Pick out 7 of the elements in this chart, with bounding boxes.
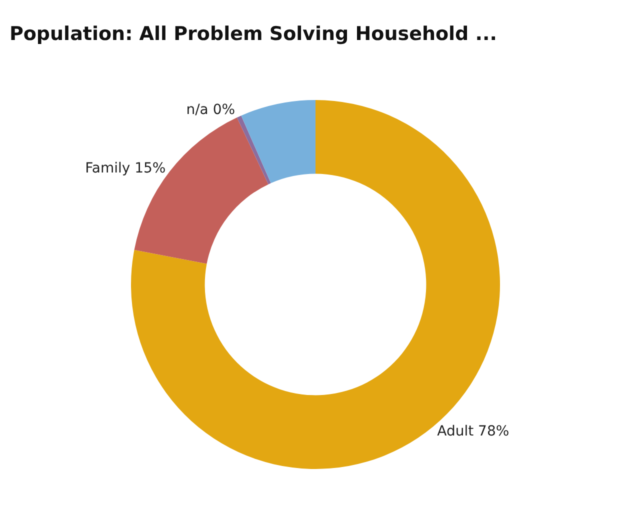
donut-slice: [134, 118, 268, 264]
donut-slice: [236, 116, 271, 184]
donut-slice: [241, 100, 316, 184]
slice-label: Adult 78%: [437, 423, 510, 440]
chart-title: Population: All Problem Solving Household ...: [9, 22, 497, 45]
slice-label: Family 15%: [85, 160, 166, 176]
slice-label: n/a 0%: [186, 102, 236, 118]
